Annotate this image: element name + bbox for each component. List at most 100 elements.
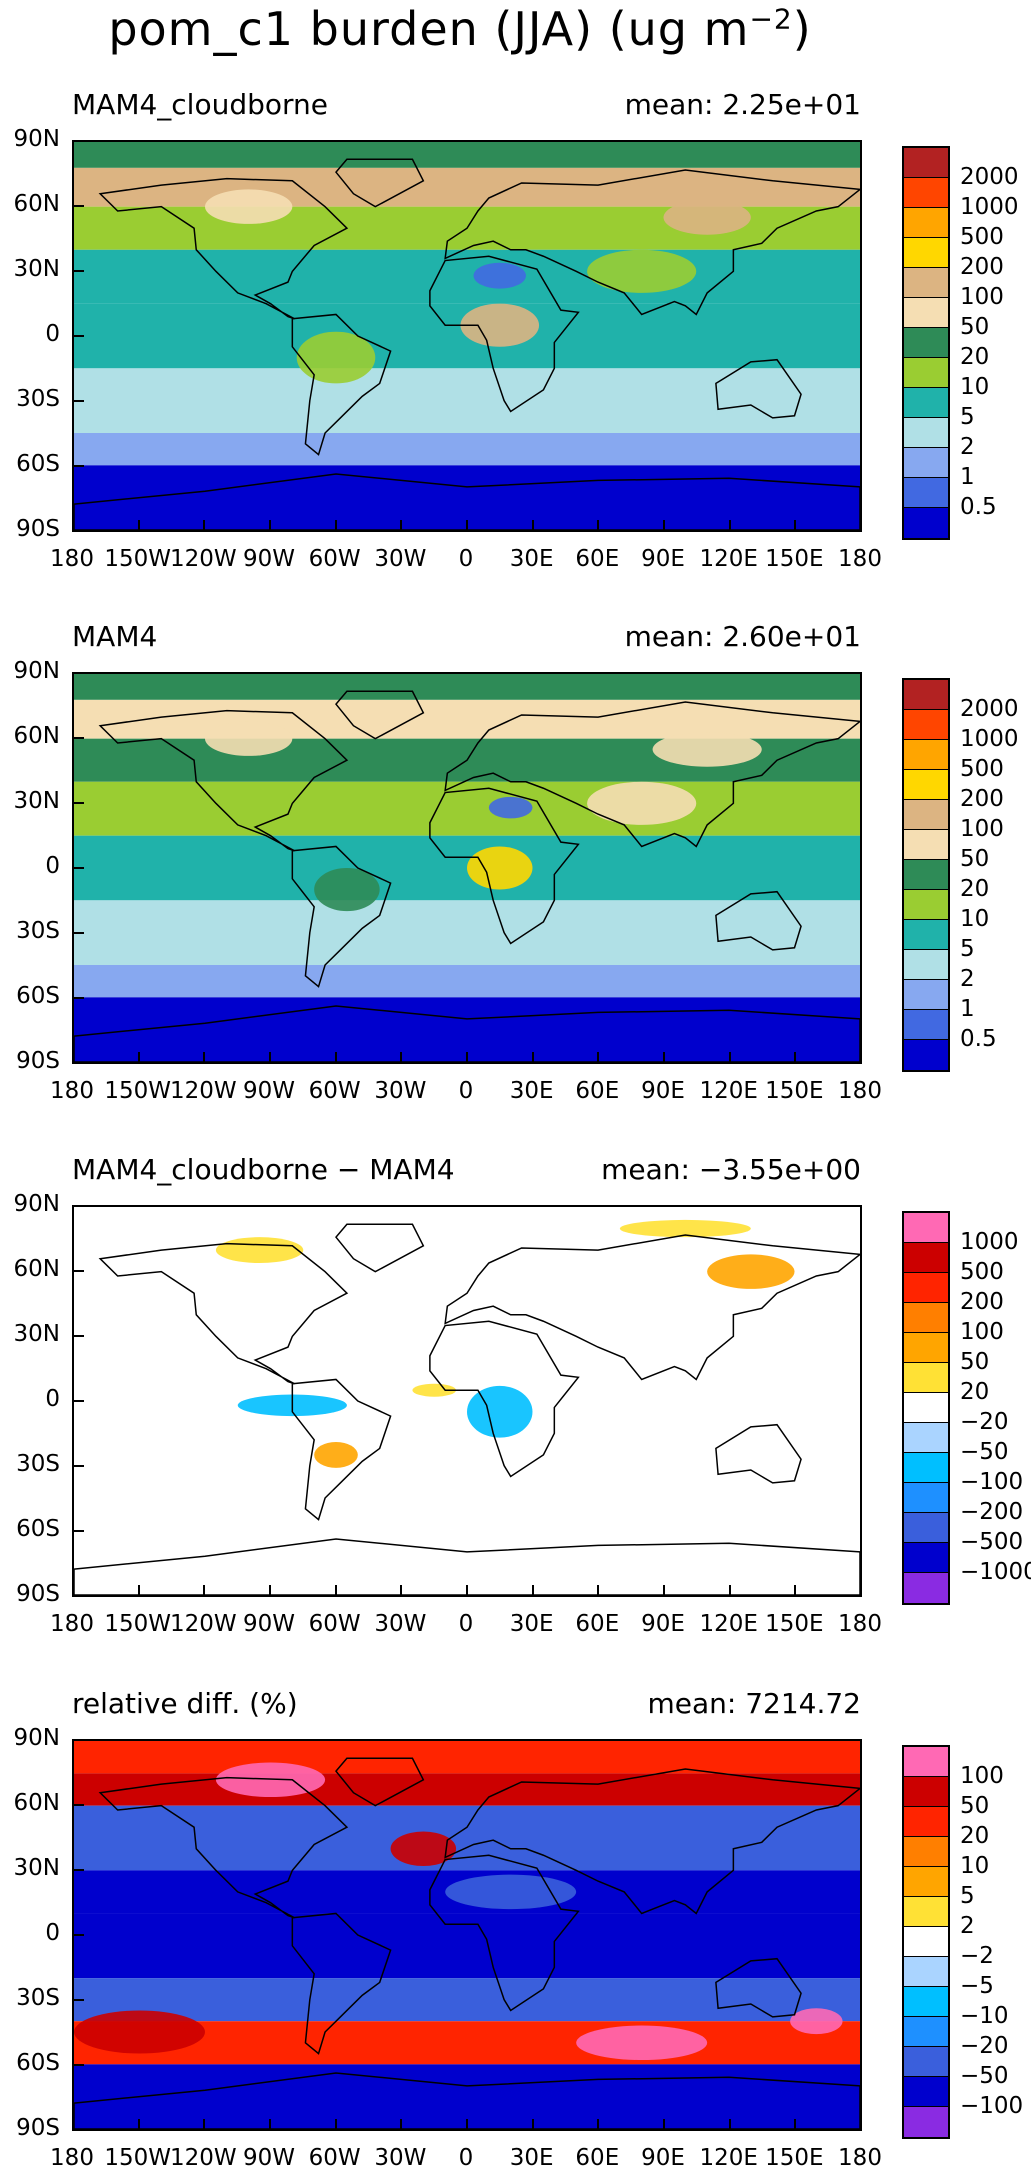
colorbar-label: 5 [960,404,975,430]
y-tick [72,1270,84,1272]
x-tick [72,2119,74,2131]
x-tick-label: 60W [308,1611,361,1637]
colorbar-swatch [904,1040,948,1070]
south-america-coastline [291,845,392,988]
colorbar-swatch [904,1837,948,1867]
x-tick [597,520,600,532]
colorbar-swatch [904,1987,948,2017]
north-america-coastline [98,1776,349,1919]
x-tick [728,520,731,532]
x-tick [137,1585,140,1597]
field-band [74,699,860,739]
x-tick [466,1585,468,1597]
australia-coastline [715,890,802,951]
x-tick [400,2119,403,2131]
colorbar-swatch [904,800,948,830]
colorbar-label: 0.5 [960,1026,997,1052]
colorbar-label: 50 [960,1793,990,1819]
greenland-coastline [335,690,425,740]
field-patch [488,796,533,819]
x-tick-label: 150W [104,1611,171,1637]
y-tick [72,1934,84,1936]
y-tick [72,1062,84,1064]
x-tick [72,1052,74,1064]
x-tick-label: 90W [242,1078,295,1104]
colorbar-label: −100 [960,2093,1024,2119]
x-tick [137,2119,140,2131]
colorbar-label: 2 [960,1913,975,1939]
y-tick [72,465,84,467]
colorbar-swatch [904,920,948,950]
field-patch [707,1254,795,1289]
x-tick [531,2119,534,2131]
field-patch [467,846,533,890]
colorbar-swatch [904,710,948,740]
x-tick [860,1585,862,1597]
field-patch [790,2008,843,2035]
y-tick-label: 30S [16,386,60,412]
field-patch [390,1831,457,1867]
field-patch [460,303,540,347]
x-tick [597,1585,600,1597]
colorbar-swatch [904,508,948,538]
colorbar-label: 1 [960,464,975,490]
colorbar-label: 200 [960,786,1004,812]
colorbar-swatch [904,860,948,890]
y-tick-label: 0 [45,1386,60,1412]
x-tick-label: 180 [50,546,94,572]
colorbar-label: 20 [960,344,990,370]
colorbar-label: 100 [960,1763,1004,1789]
colorbar-swatch [904,1303,948,1333]
y-tick [72,270,84,272]
x-tick-label: 180 [50,1078,94,1104]
y-tick [72,867,84,869]
x-tick [137,520,140,532]
africa-coastline [429,1854,580,2012]
field-band [74,674,860,700]
x-tick [597,2119,600,2131]
field-band [74,2021,860,2065]
x-tick-label: 90E [641,1611,685,1637]
x-tick [203,1052,206,1064]
x-tick [466,2119,468,2131]
title-text: pom_c1 burden (JJA) (ug m [108,2,750,56]
field-patch [215,1237,304,1264]
colorbar-label: 20 [960,1823,990,1849]
y-tick-label: 90N [13,126,60,152]
colorbar-label: 5 [960,936,975,962]
y-tick-label: 30N [13,256,60,282]
colorbar [902,146,950,540]
field-band [74,142,860,168]
x-tick-label: 30W [374,546,427,572]
colorbar-label: −200 [960,1499,1024,1525]
field-patch [74,2010,205,2054]
field-patch [473,262,526,289]
colorbar-swatch [904,358,948,388]
y-tick [72,1869,84,1871]
panel-mean: mean: 2.60e+01 [624,620,861,653]
colorbar-label: 100 [960,1319,1004,1345]
y-tick [72,2064,84,2066]
x-tick [663,1052,665,1064]
colorbar-label: −50 [960,2063,1009,2089]
panel-title: relative diff. (%) [72,1687,298,1720]
x-tick [663,1585,665,1597]
x-tick-label: 30E [509,1611,554,1637]
field-band [74,2064,860,2129]
colorbar-swatch [904,950,948,980]
colorbar-swatch [904,980,948,1010]
colorbar-swatch [904,1747,948,1777]
south-america-coastline [291,1378,392,1521]
panel-title: MAM4 [72,620,158,653]
colorbar-label: 500 [960,224,1004,250]
x-tick-label: 90W [242,2145,295,2171]
x-tick [269,2119,271,2131]
y-tick-label: 60S [16,451,60,477]
y-tick-label: 90S [16,516,60,542]
colorbar-swatch [904,1453,948,1483]
figure-title: pom_c1 burden (JJA) (ug m−2) [0,2,920,56]
x-tick [72,520,74,532]
x-tick [203,1585,206,1597]
y-tick [72,1595,84,1597]
colorbar-swatch [904,478,948,508]
